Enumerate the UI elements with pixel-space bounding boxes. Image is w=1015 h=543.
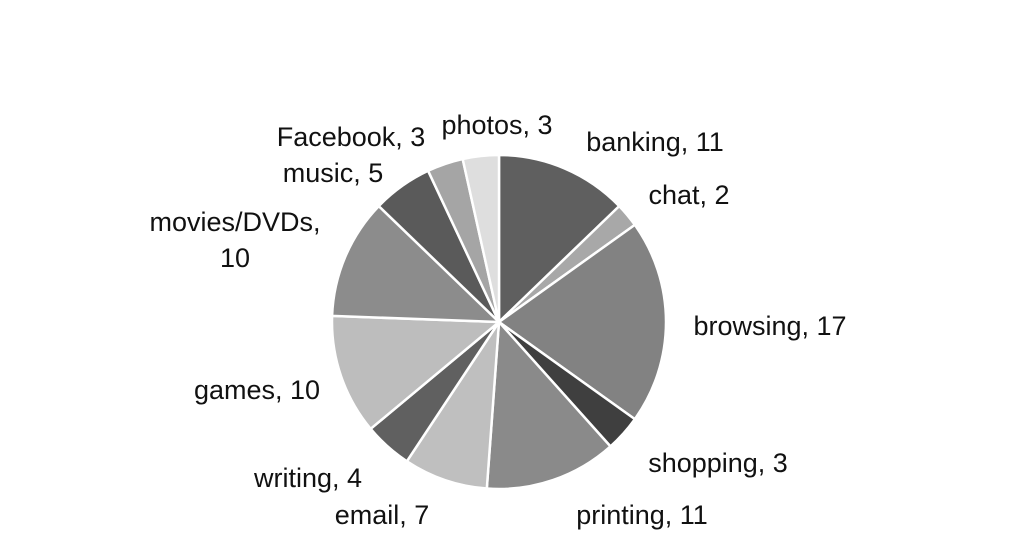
pie-slices — [330, 153, 668, 491]
pie-slice-movies-dvds — [330, 204, 501, 324]
pie-label-banking: banking, 11 — [586, 127, 724, 157]
pie-label-games: games, 10 — [194, 375, 320, 405]
pie-label-music: music, 5 — [283, 158, 384, 188]
pie-slice-photos — [461, 153, 501, 324]
pie-label-movies-dvds: movies/DVDs, 10 — [149, 207, 320, 273]
pie-label-shopping: shopping, 3 — [648, 448, 788, 478]
pie-label-printing: printing, 11 — [576, 500, 708, 530]
pie-slice-browsing — [497, 223, 668, 421]
pie-label-chat: chat, 2 — [648, 180, 729, 210]
pie-labels: banking, 11 chat, 2 browsing, 17 shopping, … — [149, 110, 846, 530]
pie-slice-printing — [485, 320, 612, 491]
pie-label-facebook: Facebook, 3 — [277, 122, 426, 152]
pie-label-writing: writing, 4 — [253, 463, 362, 493]
pie-label-photos: photos, 3 — [441, 110, 552, 140]
pie-slice-games — [330, 314, 501, 431]
pie-label-browsing: browsing, 17 — [693, 311, 846, 341]
pie-slice-banking — [497, 153, 621, 324]
pie-label-email: email, 7 — [335, 500, 430, 530]
